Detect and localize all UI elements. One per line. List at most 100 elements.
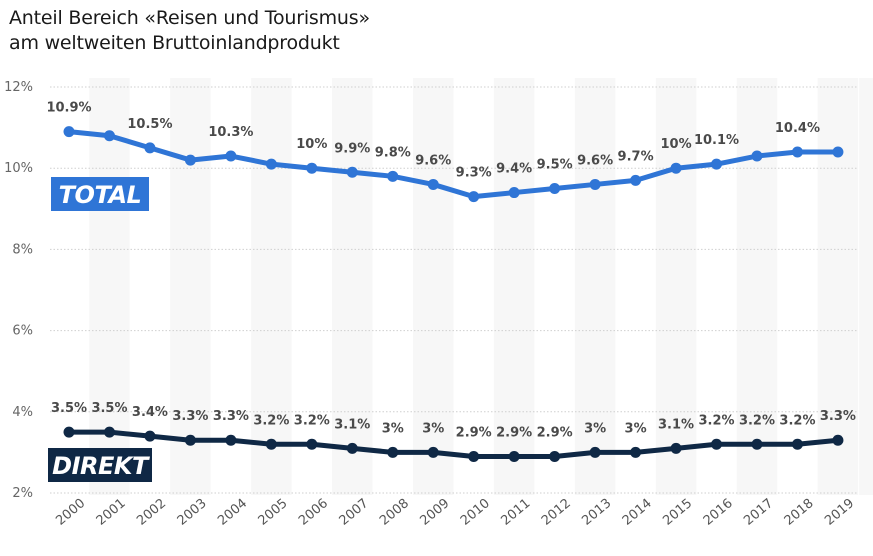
data-point[interactable]: [630, 174, 642, 186]
data-label: 10.3%: [208, 125, 253, 140]
series-total: [63, 126, 844, 203]
data-point[interactable]: [832, 146, 844, 158]
data-point[interactable]: [265, 158, 277, 170]
data-label: 2.9%: [456, 425, 492, 440]
x-tick-label: 2003: [175, 496, 210, 529]
data-point[interactable]: [589, 178, 601, 190]
y-tick-label: 10%: [4, 161, 33, 176]
chart-title: Anteil Bereich «Reisen und Tourismus» am…: [9, 6, 370, 56]
data-point[interactable]: [549, 450, 561, 462]
data-point[interactable]: [468, 191, 480, 203]
column-band: [817, 78, 859, 495]
column-band: [493, 78, 535, 495]
column-band: [655, 78, 697, 495]
data-point[interactable]: [751, 438, 763, 450]
data-point[interactable]: [103, 426, 115, 438]
data-label: 3%: [584, 421, 606, 436]
x-tick-label: 2016: [701, 496, 736, 529]
data-point[interactable]: [791, 146, 803, 158]
data-point[interactable]: [103, 130, 115, 142]
data-label: 3.2%: [698, 413, 734, 428]
data-label: 2.9%: [496, 425, 532, 440]
series-group: [63, 126, 844, 462]
data-point[interactable]: [265, 438, 277, 450]
data-point[interactable]: [832, 434, 844, 446]
data-label: 10.9%: [46, 101, 91, 116]
x-tick-label: 2011: [498, 496, 533, 529]
data-point[interactable]: [468, 450, 480, 462]
data-point[interactable]: [306, 438, 318, 450]
data-label: 9.6%: [577, 153, 613, 168]
series-direkt: [63, 426, 844, 462]
data-point[interactable]: [63, 426, 75, 438]
data-label: 3.2%: [294, 413, 330, 428]
data-label: 10%: [296, 137, 327, 152]
data-point[interactable]: [346, 166, 358, 178]
direkt-badge-label: DIREKT: [52, 452, 150, 480]
column-band: [170, 78, 211, 495]
data-point[interactable]: [589, 446, 601, 458]
data-label: 9.4%: [496, 162, 532, 177]
data-point[interactable]: [711, 438, 723, 450]
column-band: [332, 78, 373, 495]
data-point[interactable]: [670, 162, 682, 174]
data-label: 3.3%: [172, 409, 208, 424]
data-label: 3.4%: [132, 405, 168, 420]
data-point[interactable]: [791, 438, 803, 450]
data-point[interactable]: [508, 450, 520, 462]
data-label: 3.2%: [739, 413, 775, 428]
data-label: 3.2%: [779, 413, 815, 428]
data-point[interactable]: [225, 150, 237, 162]
series-line-total: [66, 129, 841, 200]
y-tick-label: 6%: [12, 324, 33, 339]
data-point[interactable]: [63, 126, 75, 138]
y-tick-label: 8%: [12, 242, 33, 257]
y-tick-label: 12%: [4, 80, 33, 95]
total-badge: TOTAL: [51, 177, 149, 211]
data-label: 3.1%: [658, 417, 694, 432]
data-labels: 10.9% 10.5% 10.3% 10% 9.9% 9.8% 9.6% 9.3% 9.4% 9.…: [46, 101, 856, 441]
data-point[interactable]: [508, 187, 520, 199]
data-label: 3.2%: [253, 413, 289, 428]
data-point[interactable]: [630, 446, 642, 458]
data-point[interactable]: [144, 430, 156, 442]
data-point[interactable]: [387, 170, 399, 182]
data-label: 3.5%: [51, 401, 87, 416]
x-tick-label: 2019: [822, 496, 857, 529]
data-point[interactable]: [427, 446, 439, 458]
data-point[interactable]: [549, 183, 561, 194]
data-point[interactable]: [306, 162, 318, 174]
x-tick-label: 2002: [134, 496, 169, 529]
data-point[interactable]: [184, 434, 196, 446]
data-point[interactable]: [387, 446, 399, 458]
data-point[interactable]: [711, 158, 723, 170]
series-line-direkt: [66, 429, 841, 459]
x-tick-label: 2000: [53, 496, 88, 529]
data-label: 9.8%: [375, 145, 411, 160]
x-tick-label: 2008: [377, 496, 412, 529]
direkt-badge-background: [48, 448, 152, 482]
gridlines: [50, 86, 858, 494]
x-tick-label: 2009: [417, 496, 452, 529]
data-point[interactable]: [184, 154, 196, 166]
column-band: [736, 78, 778, 495]
x-tick-label: 2010: [458, 496, 493, 529]
data-point[interactable]: [346, 442, 358, 454]
column-band: [412, 78, 454, 495]
data-point[interactable]: [670, 442, 682, 454]
y-tick-label: 2%: [12, 486, 33, 501]
data-label: 10.4%: [775, 121, 820, 136]
data-point[interactable]: [427, 178, 439, 190]
x-tick-label: 2014: [620, 496, 655, 529]
direkt-badge: DIREKT: [48, 448, 152, 482]
data-label: 2.9%: [537, 425, 573, 440]
data-point[interactable]: [751, 150, 763, 162]
data-point[interactable]: [225, 434, 237, 446]
x-tick-label: 2012: [539, 496, 574, 529]
data-label: 9.3%: [456, 166, 492, 181]
data-label: 9.9%: [334, 141, 370, 156]
data-label: 3.5%: [91, 401, 127, 416]
data-point[interactable]: [144, 142, 156, 154]
x-axis: 2000 2001 2002 2003 2004 2005 2006 2007 2008 2009…: [53, 496, 857, 529]
